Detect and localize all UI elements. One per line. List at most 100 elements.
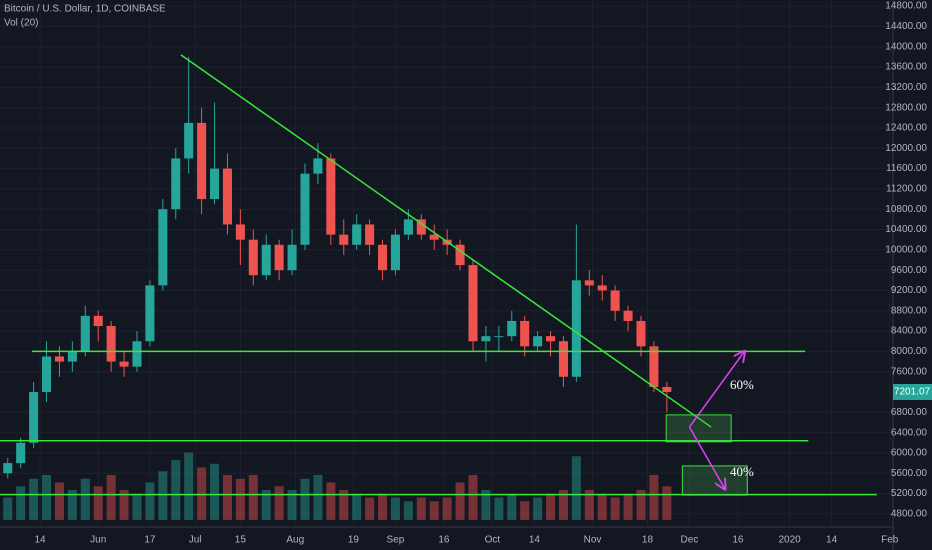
y-tick-label: 12400.00 xyxy=(885,123,927,134)
volume-bar xyxy=(442,497,452,520)
candle-body xyxy=(145,285,155,342)
candle-body xyxy=(507,320,517,337)
x-tick-label: 2020 xyxy=(778,535,801,546)
target-box xyxy=(665,414,732,443)
volume-bar xyxy=(326,482,336,520)
volume-bar xyxy=(93,486,103,520)
volume-bar xyxy=(287,490,297,520)
volume-bar xyxy=(558,490,568,520)
candle-body xyxy=(67,351,77,362)
candle-body xyxy=(274,244,284,271)
projection-arrow xyxy=(688,426,725,489)
volume-bar xyxy=(481,490,491,520)
candle-body xyxy=(326,158,336,235)
chart-subtitle: Vol (20) xyxy=(4,18,38,29)
candle-body xyxy=(649,346,659,387)
y-tick-label: 8800.00 xyxy=(891,305,928,316)
y-tick-label: 9200.00 xyxy=(891,285,928,296)
volume-bar xyxy=(455,482,465,520)
volume-bar xyxy=(210,463,220,520)
y-tick-label: 5200.00 xyxy=(891,488,928,499)
candle-body xyxy=(520,320,530,347)
volume-bar xyxy=(145,482,155,520)
candle-body xyxy=(597,285,607,291)
volume-bar xyxy=(248,475,258,520)
volume-bar xyxy=(171,460,181,520)
trend-line xyxy=(180,54,712,428)
volume-bar xyxy=(274,486,284,520)
candle-body xyxy=(558,341,568,377)
probability-label: 60% xyxy=(730,377,754,392)
volume-bar xyxy=(313,475,323,520)
candle-body xyxy=(3,463,13,474)
y-tick-label: 14000.00 xyxy=(885,41,927,52)
candle-body xyxy=(494,336,504,338)
candle-body xyxy=(390,234,400,271)
y-tick-label: 13600.00 xyxy=(885,62,927,73)
candle-body xyxy=(106,326,116,362)
candle-body xyxy=(365,224,375,245)
x-tick-label: 17 xyxy=(144,535,156,546)
candle-body xyxy=(378,244,388,271)
candle-body xyxy=(429,234,439,240)
x-tick-label: 16 xyxy=(438,535,450,546)
x-tick-label: Sep xyxy=(387,535,405,546)
candle-body xyxy=(339,234,349,245)
x-tick-label: Dec xyxy=(681,535,699,546)
volume-bar xyxy=(662,486,672,520)
volume-bar xyxy=(184,452,194,520)
x-tick-label: Nov xyxy=(584,535,602,546)
x-tick-label: 18 xyxy=(642,535,654,546)
volume-bar xyxy=(106,475,116,520)
volume-bar xyxy=(403,501,413,520)
volume-bar xyxy=(235,478,245,520)
x-tick-label: Jun xyxy=(90,535,106,546)
y-tick-label: 11200.00 xyxy=(886,184,927,195)
volume-bar xyxy=(533,497,543,520)
volume-bar xyxy=(494,497,504,520)
candle-body xyxy=(455,244,465,266)
plot xyxy=(0,54,877,520)
y-tick-label: 8400.00 xyxy=(891,326,928,337)
y-tick-label: 13200.00 xyxy=(885,82,927,93)
volume-bar xyxy=(158,471,168,520)
candle-body xyxy=(403,219,413,235)
volume-bar xyxy=(636,490,646,520)
volume-bar xyxy=(16,486,26,520)
candle-body xyxy=(584,280,594,286)
candle-body xyxy=(248,239,258,276)
x-tick-label: 14 xyxy=(34,535,46,546)
volume-bar xyxy=(339,490,349,520)
volume-bar xyxy=(42,475,52,520)
candle-body xyxy=(610,290,620,311)
candle-body xyxy=(171,158,181,210)
last-price-label: 7201.07 xyxy=(894,387,931,398)
projection-arrow xyxy=(688,351,744,428)
candle-body xyxy=(481,336,491,342)
candle-body xyxy=(210,168,220,200)
candle-body xyxy=(16,442,26,464)
candle-body xyxy=(80,315,90,352)
x-tick-label: 16 xyxy=(732,535,744,546)
volume-bar xyxy=(378,493,388,520)
y-tick-label: 10400.00 xyxy=(885,224,927,235)
candle-body xyxy=(546,336,556,342)
y-tick-label: 6400.00 xyxy=(891,427,928,438)
y-tick-label: 4800.00 xyxy=(891,509,928,520)
volume-bar xyxy=(197,467,207,520)
volume-bar xyxy=(119,490,129,520)
volume-bar xyxy=(80,478,90,520)
volume-bar xyxy=(584,490,594,520)
y-tick-label: 10000.00 xyxy=(885,244,927,255)
volume-bar xyxy=(429,501,439,520)
volume-bar xyxy=(352,493,362,520)
candle-body xyxy=(158,209,168,286)
candle-body xyxy=(468,265,478,342)
volume-bar xyxy=(132,493,142,520)
candle-body xyxy=(93,315,103,327)
candle-body xyxy=(571,280,581,377)
x-tick-label: Feb xyxy=(881,535,899,546)
volume-bar xyxy=(261,490,271,520)
